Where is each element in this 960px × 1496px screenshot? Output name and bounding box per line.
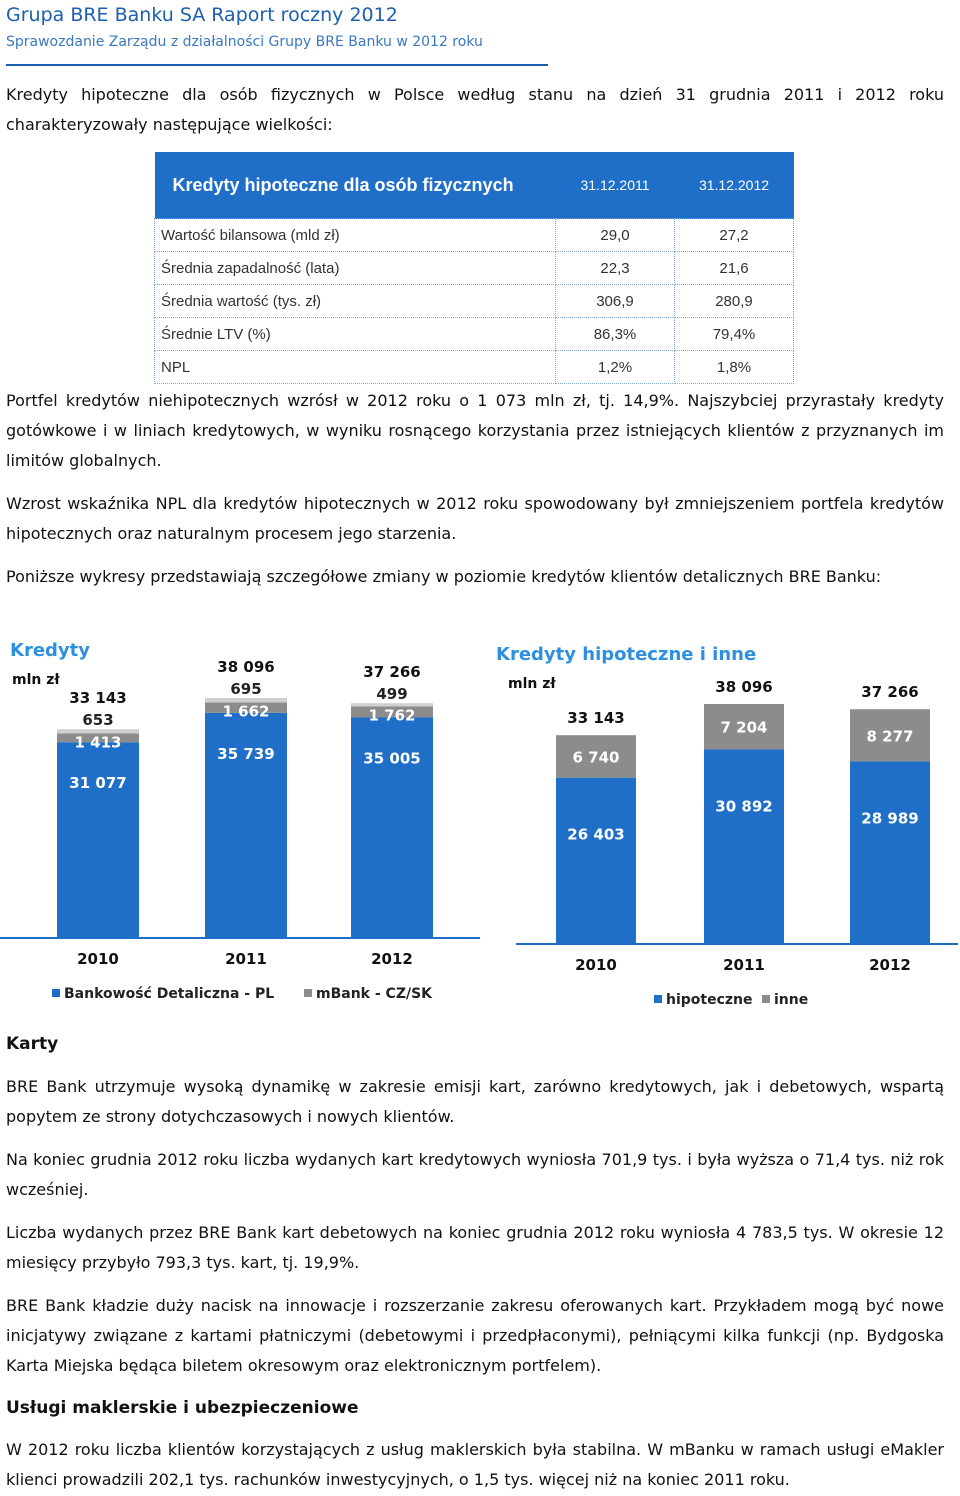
x-tick-label: 2010: [77, 950, 119, 968]
bar-segment: [556, 777, 636, 944]
data-label: 499: [376, 685, 407, 703]
data-label: 35 739: [217, 745, 274, 763]
legend-swatch: [654, 995, 662, 1003]
data-label: 8 277: [867, 727, 914, 745]
table-title: Kredyty hipoteczne dla osób fizycznych: [154, 152, 556, 219]
table-row: Wartość bilansowa (mld zł) 29,0 27,2: [154, 218, 794, 252]
x-tick-label: 2012: [869, 956, 911, 974]
data-label: 7 204: [721, 719, 768, 737]
bar-segment: [351, 717, 433, 938]
data-label: 1 413: [75, 733, 122, 751]
data-label: 31 077: [69, 774, 126, 792]
total-label: 38 096: [715, 678, 772, 696]
total-label: 37 266: [861, 683, 918, 701]
x-tick-label: 2011: [723, 956, 765, 974]
data-label: 1 662: [223, 702, 270, 720]
chart-svg: 31 077 1 413 653 33 143 2010 35 739 1 662 695 38…: [0, 658, 480, 1002]
bar-segment: [57, 729, 139, 734]
header-divider: [6, 64, 548, 66]
legend-swatch: [52, 989, 60, 997]
paragraph-karty-1: BRE Bank utrzymuje wysoką dynamikę w zak…: [6, 1077, 944, 1126]
legend-label: Bankowość Detaliczna - PL: [64, 986, 274, 1002]
chart-unit: mln zł: [508, 676, 556, 692]
row-value-2012: 27,2: [674, 218, 794, 252]
data-label: 26 403: [567, 826, 624, 844]
row-value-2011: 306,9: [555, 284, 675, 318]
section-heading-karty: Karty: [6, 1034, 59, 1054]
total-label: 37 266: [363, 663, 420, 681]
data-label: 1 762: [369, 706, 416, 724]
x-tick-label: 2012: [371, 950, 413, 968]
data-label: 28 989: [861, 809, 918, 827]
chart-unit: mln zł: [12, 672, 60, 688]
bar-segment: [850, 761, 930, 944]
bar-segment: [205, 698, 287, 703]
data-label: 30 892: [715, 797, 772, 815]
data-label: 695: [230, 680, 261, 698]
paragraph-maklerskie: W 2012 roku liczba klientów korzystający…: [6, 1440, 944, 1489]
chart-hipoteczne: Kredyty hipoteczne i inne mln zł 26 403 6…: [488, 636, 960, 1016]
chart-title: Kredyty: [10, 640, 90, 661]
paragraph-wykresy: Poniższe wykresy przedstawiają szczegóło…: [6, 567, 882, 586]
row-label: Średnie LTV (%): [154, 317, 556, 351]
row-label: Wartość bilansowa (mld zł): [154, 218, 556, 252]
paragraph-karty-3: Liczba wydanych przez BRE Bank kart debe…: [6, 1223, 944, 1272]
row-value-2011: 29,0: [555, 218, 675, 252]
total-label: 33 143: [69, 689, 126, 707]
report-title: Grupa BRE Banku SA Raport roczny 2012: [6, 4, 398, 26]
legend-swatch: [762, 995, 770, 1003]
row-value-2012: 79,4%: [674, 317, 794, 351]
legend-label: hipoteczne: [666, 992, 753, 1008]
row-label: Średnia zapadalność (lata): [154, 251, 556, 285]
table-header-row: Kredyty hipoteczne dla osób fizycznych 3…: [154, 152, 794, 219]
chart-svg: 26 403 6 740 33 143 2010 30 892 7 204 38 096 20…: [516, 678, 958, 1008]
intro-paragraph: Kredyty hipoteczne dla osób fizycznych w…: [6, 85, 944, 134]
bar-segment: [704, 749, 784, 944]
bar-segment: [57, 733, 139, 743]
total-label: 38 096: [217, 658, 274, 676]
data-label: 6 740: [573, 748, 620, 766]
table-row: NPL 1,2% 1,8%: [154, 350, 794, 384]
total-label: 33 143: [567, 709, 624, 727]
row-value-2011: 86,3%: [555, 317, 675, 351]
table-row: Średnie LTV (%) 86,3% 79,4%: [154, 317, 794, 351]
chart-title: Kredyty hipoteczne i inne: [496, 644, 757, 665]
table-row: Średnia zapadalność (lata) 22,3 21,6: [154, 251, 794, 285]
legend-swatch: [304, 989, 312, 997]
section-heading-maklerskie: Usługi maklerskie i ubezpieczeniowe: [6, 1398, 359, 1418]
legend-label: mBank - CZ/SK: [316, 986, 433, 1002]
bar-segment: [850, 709, 930, 762]
bar-segment: [351, 706, 433, 718]
table-col-2012: 31.12.2012: [674, 152, 794, 219]
data-label: 35 005: [363, 749, 420, 767]
mortgage-table: Kredyty hipoteczne dla osób fizycznych 3…: [154, 152, 794, 384]
x-tick-label: 2010: [575, 956, 617, 974]
paragraph-portfel: Portfel kredytów niehipotecznych wzrósł …: [6, 391, 944, 470]
data-label: 653: [82, 711, 113, 729]
row-value-2012: 21,6: [674, 251, 794, 285]
x-tick-label: 2011: [225, 950, 267, 968]
row-value-2012: 1,8%: [674, 350, 794, 384]
row-value-2011: 22,3: [555, 251, 675, 285]
bar-segment: [556, 735, 636, 778]
row-value-2011: 1,2%: [555, 350, 675, 384]
row-label: NPL: [154, 350, 556, 384]
bar-segment: [57, 742, 139, 938]
bar-segment: [704, 704, 784, 750]
bar-segment: [205, 702, 287, 713]
paragraph-karty-4: BRE Bank kładzie duży nacisk na innowacj…: [6, 1296, 944, 1375]
report-subtitle: Sprawozdanie Zarządu z działalności Grup…: [6, 34, 483, 50]
bar-segment: [205, 712, 287, 938]
legend-label: inne: [774, 992, 808, 1008]
table-col-2011: 31.12.2011: [555, 152, 675, 219]
row-value-2012: 280,9: [674, 284, 794, 318]
paragraph-karty-2: Na koniec grudnia 2012 roku liczba wydan…: [6, 1150, 944, 1199]
row-label: Średnia wartość (tys. zł): [154, 284, 556, 318]
chart-kredyty: Kredyty mln zł 31 077 1 413 653 33 143 2010 3…: [0, 636, 480, 1016]
table-row: Średnia wartość (tys. zł) 306,9 280,9: [154, 284, 794, 318]
paragraph-npl: Wzrost wskaźnika NPL dla kredytów hipote…: [6, 494, 944, 543]
bar-segment: [351, 703, 433, 707]
